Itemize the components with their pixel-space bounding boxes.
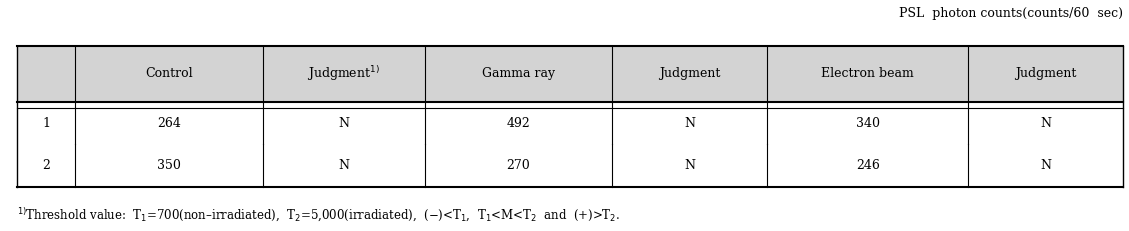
Text: N: N bbox=[684, 116, 695, 130]
Text: Electron beam: Electron beam bbox=[822, 67, 914, 80]
Text: N: N bbox=[339, 159, 349, 172]
Text: Judgment: Judgment bbox=[1015, 67, 1076, 80]
FancyBboxPatch shape bbox=[17, 102, 1123, 144]
Text: 350: 350 bbox=[157, 159, 181, 172]
Text: N: N bbox=[339, 116, 349, 130]
Text: N: N bbox=[1040, 116, 1051, 130]
FancyBboxPatch shape bbox=[17, 46, 1123, 102]
Text: 492: 492 bbox=[507, 116, 531, 130]
Text: 270: 270 bbox=[507, 159, 531, 172]
Text: 340: 340 bbox=[856, 116, 879, 130]
Text: 246: 246 bbox=[856, 159, 879, 172]
Text: PSL  photon counts(counts/60  sec): PSL photon counts(counts/60 sec) bbox=[900, 7, 1123, 20]
Text: Gamma ray: Gamma ray bbox=[482, 67, 555, 80]
Text: Judgment$^{1)}$: Judgment$^{1)}$ bbox=[307, 64, 380, 83]
Text: 264: 264 bbox=[157, 116, 181, 130]
Text: Judgment: Judgment bbox=[659, 67, 720, 80]
FancyBboxPatch shape bbox=[17, 144, 1123, 187]
Text: 1: 1 bbox=[42, 116, 50, 130]
Text: Control: Control bbox=[146, 67, 193, 80]
Text: N: N bbox=[1040, 159, 1051, 172]
Text: $^{1)}$Threshold value:  T$_{1}$=700(non–irradiated),  T$_{2}$=5,000(irradiated): $^{1)}$Threshold value: T$_{1}$=700(non–… bbox=[17, 207, 620, 224]
Text: 2: 2 bbox=[42, 159, 50, 172]
Text: N: N bbox=[684, 159, 695, 172]
